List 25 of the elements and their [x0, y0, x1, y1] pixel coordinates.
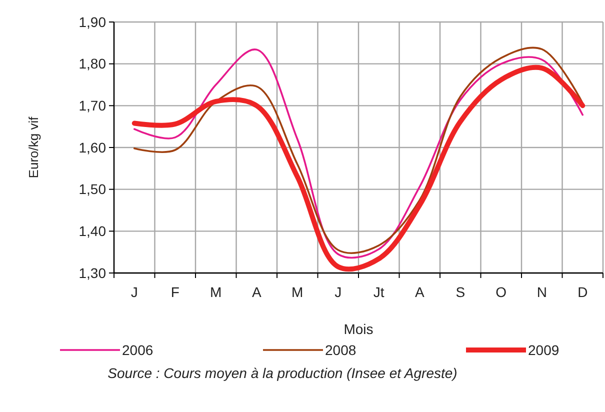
y-tick-label: 1,50: [78, 181, 106, 198]
y-tick-label: 1,70: [78, 98, 106, 114]
x-axis-title: Mois: [344, 321, 374, 337]
x-tick-label: J: [334, 284, 342, 300]
y-tick-label: 1,90: [78, 14, 106, 30]
source-note: Source : Cours moyen à la production (Insee et Agreste): [108, 365, 458, 381]
y-tick-label: 1,60: [78, 139, 106, 156]
x-tick-label: F: [170, 284, 180, 300]
legend-label: 2008: [325, 342, 356, 358]
x-tick-label: Jt: [373, 284, 384, 300]
x-tick-label: J: [130, 284, 138, 300]
y-tick-label: 1,30: [78, 264, 106, 281]
x-tick-label: M: [210, 284, 222, 300]
x-tick-label: A: [414, 284, 425, 300]
legend-label: 2009: [528, 342, 560, 358]
x-tick-label: M: [292, 284, 304, 300]
x-tick-label: O: [496, 284, 507, 300]
legend-label: 2006: [122, 342, 154, 358]
y-tick-label: 1,80: [78, 56, 106, 72]
x-tick-label: N: [536, 284, 547, 300]
y-axis-title: Euro/kg vif: [26, 116, 41, 178]
x-tick-label: D: [578, 284, 588, 300]
x-tick-label: A: [252, 284, 262, 300]
x-tick-label: S: [456, 284, 466, 300]
y-tick-label: 1,40: [78, 223, 106, 240]
